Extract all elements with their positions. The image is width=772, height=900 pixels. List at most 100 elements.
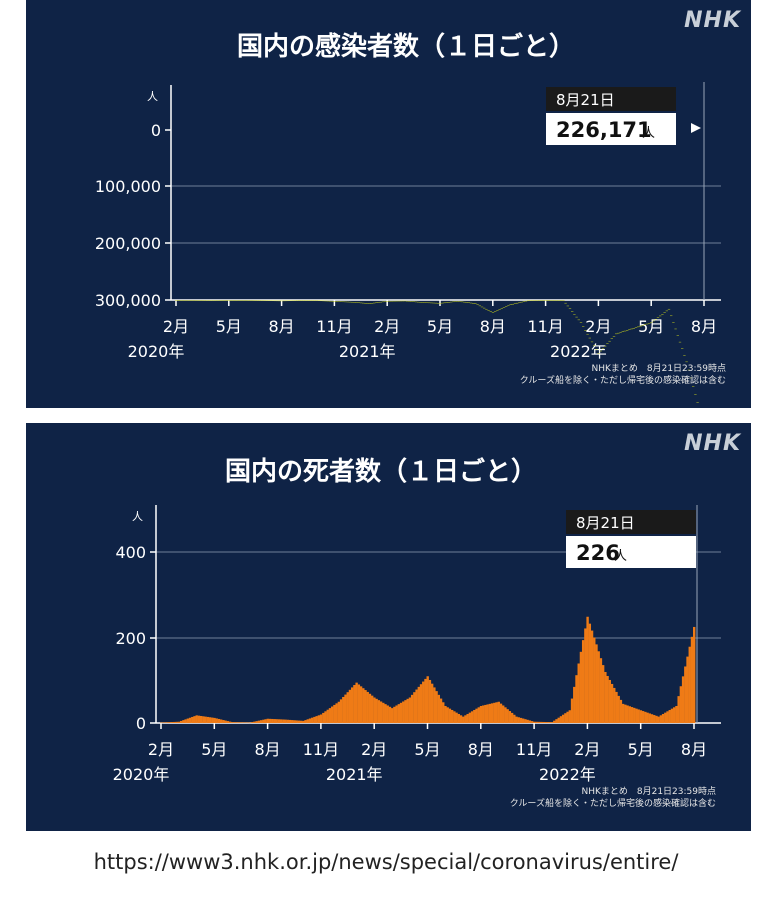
bar <box>357 684 361 723</box>
bar <box>474 303 477 304</box>
bar <box>530 721 534 723</box>
bar <box>495 702 498 723</box>
bar <box>413 692 416 723</box>
bar <box>454 301 457 302</box>
bar <box>692 385 695 387</box>
bar <box>463 301 466 303</box>
bar <box>384 301 387 302</box>
bar <box>392 300 396 302</box>
bar <box>329 300 332 302</box>
x-tick-label: 2月 <box>148 740 174 759</box>
bar <box>582 326 585 327</box>
bar <box>477 707 480 723</box>
bar <box>507 305 510 306</box>
bar <box>337 701 341 723</box>
bar <box>456 301 459 302</box>
x-tick-label: 5月 <box>628 740 654 759</box>
bar <box>655 715 658 723</box>
bar <box>179 300 182 301</box>
bar <box>417 301 420 303</box>
bar <box>370 695 374 723</box>
bar <box>419 684 423 723</box>
bar <box>604 345 607 347</box>
bar <box>588 623 592 723</box>
bar <box>263 300 266 301</box>
bar <box>326 709 329 723</box>
bar <box>258 300 261 301</box>
bar <box>308 718 312 723</box>
bar <box>210 300 213 301</box>
bar <box>487 310 490 311</box>
bar <box>288 719 292 723</box>
bar <box>386 705 389 723</box>
bar <box>541 721 545 723</box>
bar <box>191 716 194 723</box>
bar <box>448 708 452 723</box>
bar <box>432 302 435 304</box>
bar <box>262 719 265 723</box>
bar <box>676 335 679 336</box>
bar <box>199 300 202 301</box>
bar <box>164 722 167 723</box>
bar <box>320 300 323 302</box>
bar <box>335 301 338 302</box>
bar <box>661 713 665 723</box>
bar <box>502 307 506 308</box>
bar <box>675 706 678 723</box>
bar <box>499 703 503 723</box>
source-note: NHKまとめ 8月21日23:59時点 <box>581 786 716 797</box>
bar <box>531 300 534 301</box>
bar <box>617 332 620 334</box>
bar <box>557 717 560 723</box>
bar <box>489 311 492 312</box>
bar <box>696 402 699 403</box>
bar <box>350 687 354 723</box>
bar <box>670 315 673 317</box>
bar <box>366 303 369 304</box>
bar <box>681 676 685 723</box>
bar <box>584 330 587 331</box>
bar <box>202 716 205 723</box>
bar <box>359 686 363 723</box>
bar <box>646 712 649 723</box>
bar <box>462 716 465 723</box>
bar <box>653 715 656 723</box>
bar <box>375 698 378 723</box>
callout-date: 8月21日 <box>556 91 615 109</box>
bar <box>452 301 455 303</box>
bar <box>466 713 469 723</box>
bar <box>590 630 594 723</box>
bar <box>458 301 462 302</box>
bar <box>264 719 267 723</box>
bar <box>247 300 250 301</box>
bar <box>524 719 527 723</box>
x-tick-label: 8月 <box>269 317 295 336</box>
bar <box>233 722 236 723</box>
bar <box>685 361 688 363</box>
bar <box>619 699 623 723</box>
bar <box>182 720 185 723</box>
bar <box>510 712 514 723</box>
bar <box>442 702 445 723</box>
bar <box>533 300 536 301</box>
bar <box>326 300 330 302</box>
bar <box>586 616 589 723</box>
bar <box>412 301 415 302</box>
nhk-logo: NHK <box>684 8 742 33</box>
source-url[interactable]: https://www3.nhk.or.jp/news/special/coro… <box>93 850 679 874</box>
y-tick-label: 0 <box>136 714 146 733</box>
bar <box>663 312 666 313</box>
callout-unit: 人 <box>642 126 655 141</box>
bar <box>457 713 460 723</box>
bar <box>206 716 210 723</box>
bar <box>364 303 367 304</box>
deaths-chart: 国内の死者数（１日ごと） NHK 人 0 200 400 2月 5月 8月 11月 2月 5月 8月 11… <box>113 431 741 809</box>
bar <box>390 708 394 723</box>
bar <box>225 300 228 301</box>
bar <box>630 328 633 330</box>
bar <box>166 722 170 723</box>
source-note-caveat: クルーズ船を除く・ただし帰宅後の感染確認は含む <box>510 797 716 809</box>
bar <box>410 301 413 302</box>
y-unit-label: 人 <box>132 510 143 523</box>
y-unit-label: 人 <box>147 90 158 103</box>
